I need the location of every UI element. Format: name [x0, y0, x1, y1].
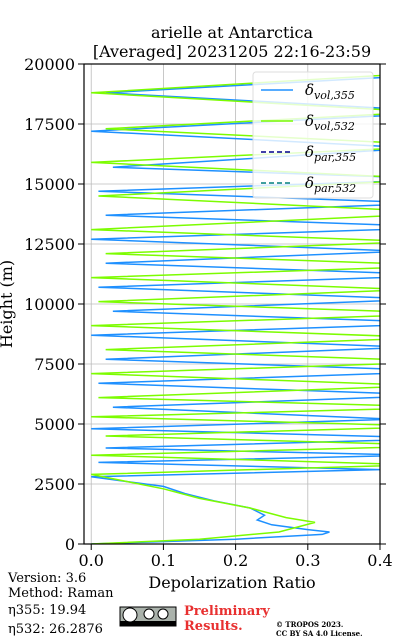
x-tick-label: 0.1 — [151, 551, 176, 570]
x-tick-label: 0.0 — [78, 551, 103, 570]
profile-line — [91, 76, 380, 544]
note: η532: 26.2876 — [8, 622, 103, 637]
y-tick-label: 15000 — [24, 175, 75, 194]
legend-label: δpar,355 — [305, 143, 356, 164]
x-tick-label: 0.2 — [223, 551, 248, 570]
y-tick-label: 20000 — [24, 55, 75, 74]
plot-lines — [91, 74, 380, 544]
license: CC BY SA 4.0 License. — [276, 629, 363, 638]
plot-frame — [83, 63, 381, 545]
legend-label: δvol,355 — [305, 81, 355, 102]
note: Method: Raman — [8, 586, 114, 601]
cc-badge — [119, 606, 177, 627]
preliminary: Preliminary — [184, 604, 270, 619]
legend-box — [252, 71, 374, 199]
note: η355: 19.94 — [8, 603, 86, 618]
y-tick-label: 7500 — [34, 355, 75, 374]
y-tick-label: 17500 — [24, 115, 75, 134]
y-tick-label: 2500 — [34, 475, 75, 494]
x-tick-label: 0.3 — [295, 551, 320, 570]
preliminary: Results. — [184, 619, 243, 634]
y-tick-label: 0 — [65, 535, 75, 554]
legend-label: δvol,532 — [305, 112, 355, 133]
chart-subtitle: [Averaged] 20231205 22:16-23:59 — [93, 42, 371, 61]
y-tick-label: 5000 — [34, 415, 75, 434]
chart-title: arielle at Antarctica — [151, 23, 314, 42]
notes: Version: 3.6 Method: Raman η355: 19.94 η… — [7, 571, 114, 637]
copyright: © TROPOS 2023. — [276, 620, 343, 629]
y-tick-label: 10000 — [24, 295, 75, 314]
legend-label: δpar,532 — [305, 174, 356, 195]
y-axis-label: Height (m) — [0, 260, 16, 348]
note: Version: 3.6 — [7, 571, 86, 586]
x-tick-label: 0.4 — [367, 551, 392, 570]
profile-line — [91, 74, 380, 544]
x-axis-label: Depolarization Ratio — [148, 573, 315, 592]
y-tick-label: 12500 — [24, 235, 75, 254]
